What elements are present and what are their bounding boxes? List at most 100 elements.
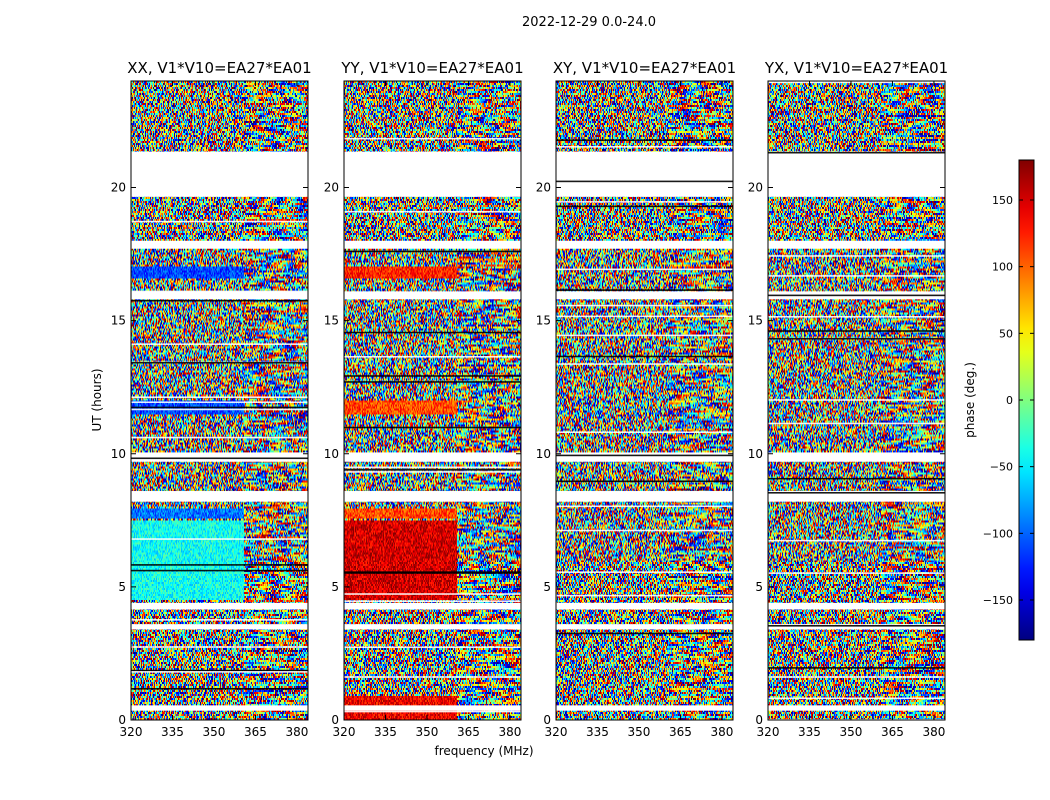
- flagged-line: [344, 466, 521, 469]
- y-tick-label: 10: [748, 447, 763, 461]
- flagged-gap: [131, 151, 308, 197]
- panel-title: XY, V1*V10=EA27*EA01: [553, 59, 736, 77]
- flagged-line: [556, 431, 733, 434]
- colorbar: 150 100 50 0 −50 −100 −150 phase (deg.): [963, 159, 1035, 641]
- flagged-line: [131, 569, 308, 572]
- panel-xx: XX, V1*V10=EA27*EA01 320 335 350 365 380 0 5 10 1…: [111, 59, 312, 739]
- panel-frame: [767, 80, 946, 721]
- flagged-line: [131, 158, 308, 161]
- flagged-line: [131, 290, 308, 293]
- y-tick-label: 20: [536, 181, 551, 195]
- flagged-line: [768, 422, 945, 425]
- x-tick-label: 320: [757, 725, 780, 739]
- flagged-line: [344, 297, 521, 299]
- flagged-line: [556, 163, 733, 166]
- flagged-line: [768, 697, 945, 700]
- flagged-line: [131, 408, 308, 411]
- flagged-gap: [556, 602, 733, 610]
- colorbar-tick-label: −100: [983, 527, 1013, 540]
- flagged-line: [131, 564, 308, 566]
- flagged-line: [344, 426, 521, 429]
- flagged-line: [556, 594, 733, 597]
- flagged-line: [556, 632, 733, 635]
- flagged-line: [344, 646, 521, 649]
- y-axis-label: UT (hours): [90, 368, 104, 431]
- flagged-line: [131, 619, 308, 621]
- flagged-line: [556, 480, 733, 483]
- flagged-line: [344, 572, 521, 574]
- flagged-line: [556, 626, 733, 628]
- y-tick-label: 10: [111, 447, 126, 461]
- x-tick-label: 320: [333, 725, 356, 739]
- flagged-gap: [768, 491, 945, 502]
- flagged-line: [131, 607, 308, 610]
- flagged-line: [768, 81, 945, 84]
- flagged-line: [768, 255, 945, 257]
- flagged-line: [131, 646, 308, 648]
- colorbar-tick-label: −50: [990, 461, 1013, 474]
- y-tick-label: 0: [331, 713, 339, 727]
- flagged-gap: [344, 291, 521, 300]
- x-tick-label: 365: [457, 725, 480, 739]
- flagged-gap: [131, 705, 308, 711]
- flagged-line: [768, 624, 945, 627]
- flagged-line: [344, 250, 521, 253]
- x-tick-label: 350: [840, 725, 863, 739]
- y-tick-label: 10: [324, 447, 339, 461]
- flagged-line: [768, 316, 945, 318]
- flagged-line: [344, 600, 521, 602]
- colorbar-tick-label: 50: [999, 327, 1013, 340]
- colorbar-tick-label: 0: [1006, 394, 1013, 407]
- flagged-line: [344, 210, 521, 213]
- flagged-line: [556, 363, 733, 365]
- y-tick-label: 15: [111, 314, 126, 328]
- flagged-line: [131, 396, 308, 399]
- flagged-line: [556, 334, 733, 337]
- flagged-line: [131, 299, 308, 302]
- flagged-gap: [768, 705, 945, 711]
- flagged-line: [344, 710, 521, 713]
- x-tick-label: 380: [922, 725, 945, 739]
- flagged-line: [556, 304, 733, 307]
- x-tick-label: 335: [586, 725, 609, 739]
- x-axis-label: frequency (MHz): [434, 744, 533, 758]
- panels: XX, V1*V10=EA27*EA01 320 335 350 365 380 0 5 10 1…: [111, 59, 948, 739]
- flagged-gap: [131, 291, 308, 300]
- panel-yx: YX, V1*V10=EA27*EA01 320 335 350 365 380 0 5 10 1…: [748, 59, 948, 739]
- flagged-line: [131, 688, 308, 690]
- figure-title: 2022-12-29 0.0-24.0: [522, 15, 656, 30]
- flagged-line: [344, 137, 521, 140]
- flagged-line: [556, 268, 733, 271]
- flagged-gap: [131, 491, 308, 502]
- x-tick-label: 380: [285, 725, 308, 739]
- flagged-line: [556, 139, 733, 141]
- flagged-line: [768, 676, 945, 678]
- flagged-gap: [556, 452, 733, 462]
- colorbar-label: phase (deg.): [963, 362, 977, 438]
- flagged-gap: [131, 602, 308, 610]
- flagged-line: [556, 180, 733, 183]
- panel-title: YX, V1*V10=EA27*EA01: [764, 59, 948, 77]
- x-tick-label: 335: [374, 725, 397, 739]
- x-tick-label: 365: [669, 725, 692, 739]
- y-tick-label: 5: [755, 580, 763, 594]
- flagged-line: [344, 331, 521, 334]
- flagged-line: [556, 355, 733, 358]
- flagged-gap: [768, 452, 945, 462]
- flagged-gap: [344, 624, 521, 630]
- y-tick-label: 0: [755, 713, 763, 727]
- y-tick-label: 0: [118, 713, 126, 727]
- flagged-line: [768, 330, 945, 332]
- flagged-line: [131, 436, 308, 439]
- x-tick-label: 350: [628, 725, 651, 739]
- flagged-gap: [344, 491, 521, 502]
- flagged-gap: [768, 240, 945, 249]
- y-tick-label: 0: [543, 713, 551, 727]
- panel-frame: [343, 80, 522, 721]
- flagged-line: [768, 667, 945, 669]
- panel-frame: [130, 80, 309, 721]
- y-tick-label: 15: [324, 314, 339, 328]
- flagged-gap: [131, 452, 308, 462]
- flagged-line: [768, 337, 945, 340]
- y-tick-label: 5: [118, 580, 126, 594]
